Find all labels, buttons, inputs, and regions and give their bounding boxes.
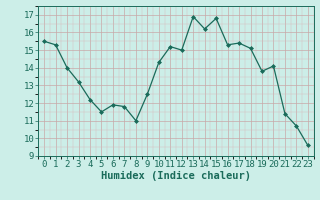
X-axis label: Humidex (Indice chaleur): Humidex (Indice chaleur) xyxy=(101,171,251,181)
